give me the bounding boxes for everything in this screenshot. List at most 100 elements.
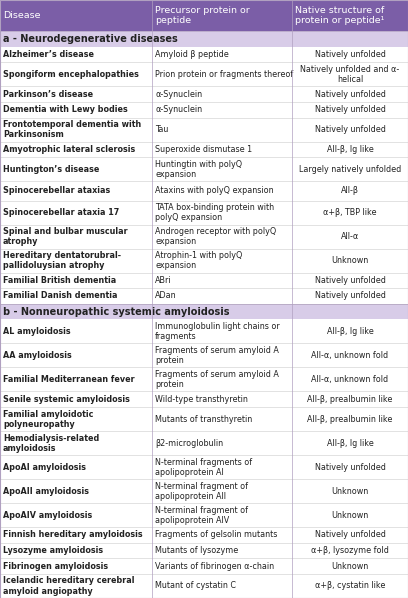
- Text: Spongiform encephalopathies: Spongiform encephalopathies: [3, 70, 139, 79]
- Bar: [0, 304, 408, 319]
- Text: Prion protein or fragments thereof: Prion protein or fragments thereof: [155, 70, 293, 79]
- Bar: [0, 407, 152, 431]
- Bar: [0, 479, 152, 503]
- Bar: [292, 157, 408, 181]
- Text: ApoAII amyloidosis: ApoAII amyloidosis: [3, 487, 89, 496]
- Text: Precursor protein or
peptide: Precursor protein or peptide: [155, 6, 250, 25]
- Bar: [152, 367, 292, 392]
- Text: Senile systemic amyloidosis: Senile systemic amyloidosis: [3, 395, 130, 404]
- Bar: [0, 574, 152, 598]
- Bar: [0, 0, 152, 31]
- Bar: [0, 181, 152, 200]
- Bar: [292, 47, 408, 62]
- Text: N-terminal fragment of
apolipoprotein AII: N-terminal fragment of apolipoprotein AI…: [155, 481, 248, 501]
- Text: Unknown: Unknown: [331, 562, 368, 570]
- Text: Natively unfolded: Natively unfolded: [315, 530, 386, 539]
- Bar: [292, 62, 408, 87]
- Text: TATA box-binding protein with
polyQ expansion: TATA box-binding protein with polyQ expa…: [155, 203, 274, 222]
- Bar: [152, 431, 292, 455]
- Text: ApoAI amyloidosis: ApoAI amyloidosis: [3, 463, 86, 472]
- Bar: [152, 574, 292, 598]
- Text: Androgen receptor with polyQ
expansion: Androgen receptor with polyQ expansion: [155, 227, 276, 246]
- Bar: [292, 367, 408, 392]
- Bar: [0, 455, 152, 479]
- Text: Huntingtin with polyQ
expansion: Huntingtin with polyQ expansion: [155, 160, 242, 179]
- Bar: [0, 87, 152, 102]
- Bar: [152, 0, 292, 31]
- Bar: [152, 225, 292, 249]
- Bar: [152, 455, 292, 479]
- Text: Spinocerebellar ataxia 17: Spinocerebellar ataxia 17: [3, 208, 119, 217]
- Text: Familial Danish dementia: Familial Danish dementia: [3, 291, 118, 301]
- Text: Amyloid β peptide: Amyloid β peptide: [155, 50, 229, 59]
- Bar: [292, 343, 408, 367]
- Bar: [292, 574, 408, 598]
- Text: Immunoglobulin light chains or
fragments: Immunoglobulin light chains or fragments: [155, 322, 280, 341]
- Text: All-α, unknown fold: All-α, unknown fold: [311, 351, 388, 360]
- Bar: [152, 479, 292, 503]
- Bar: [292, 319, 408, 343]
- Bar: [152, 392, 292, 407]
- Text: Hemodialysis-related
amyloidosis: Hemodialysis-related amyloidosis: [3, 434, 99, 453]
- Text: Atrophin-1 with polyQ
expansion: Atrophin-1 with polyQ expansion: [155, 251, 242, 270]
- Bar: [292, 543, 408, 559]
- Text: N-terminal fragments of
apolipoprotein AI: N-terminal fragments of apolipoprotein A…: [155, 457, 252, 477]
- Bar: [0, 249, 152, 273]
- Bar: [292, 0, 408, 31]
- Bar: [292, 225, 408, 249]
- Text: Huntington’s disease: Huntington’s disease: [3, 165, 100, 174]
- Bar: [0, 142, 152, 157]
- Text: Parkinson’s disease: Parkinson’s disease: [3, 90, 93, 99]
- Bar: [0, 225, 152, 249]
- Bar: [0, 543, 152, 559]
- Text: Familial British dementia: Familial British dementia: [3, 276, 116, 285]
- Bar: [0, 200, 152, 225]
- Bar: [152, 87, 292, 102]
- Text: Natively unfolded: Natively unfolded: [315, 90, 386, 99]
- Bar: [0, 47, 152, 62]
- Bar: [152, 102, 292, 118]
- Bar: [152, 62, 292, 87]
- Text: Wild-type transthyretin: Wild-type transthyretin: [155, 395, 248, 404]
- Bar: [292, 200, 408, 225]
- Text: α-Synuclein: α-Synuclein: [155, 90, 202, 99]
- Text: Natively unfolded: Natively unfolded: [315, 463, 386, 472]
- Text: Lysozyme amyloidosis: Lysozyme amyloidosis: [3, 546, 103, 555]
- Text: All-β: All-β: [341, 187, 359, 196]
- Text: Amyotrophic lateral sclerosis: Amyotrophic lateral sclerosis: [3, 145, 135, 154]
- Text: Fragments of serum amyloid A
protein: Fragments of serum amyloid A protein: [155, 370, 279, 389]
- Bar: [152, 559, 292, 574]
- Bar: [152, 273, 292, 288]
- Text: Natively unfolded: Natively unfolded: [315, 50, 386, 59]
- Text: Natively unfolded: Natively unfolded: [315, 291, 386, 301]
- Bar: [292, 559, 408, 574]
- Bar: [0, 31, 408, 47]
- Text: Alzheimer’s disease: Alzheimer’s disease: [3, 50, 94, 59]
- Text: Familial amyloidotic
polyneuropathy: Familial amyloidotic polyneuropathy: [3, 410, 93, 429]
- Bar: [152, 319, 292, 343]
- Text: All-β, Ig like: All-β, Ig like: [327, 145, 373, 154]
- Bar: [0, 343, 152, 367]
- Text: α+β, lysozyme fold: α+β, lysozyme fold: [311, 546, 389, 555]
- Bar: [0, 367, 152, 392]
- Bar: [0, 431, 152, 455]
- Text: α+β, TBP like: α+β, TBP like: [323, 208, 377, 217]
- Text: AA amyloidosis: AA amyloidosis: [3, 351, 72, 360]
- Bar: [0, 157, 152, 181]
- Bar: [152, 118, 292, 142]
- Text: Familial Mediterranean fever: Familial Mediterranean fever: [3, 375, 135, 384]
- Text: Ataxins with polyQ expansion: Ataxins with polyQ expansion: [155, 187, 274, 196]
- Bar: [152, 157, 292, 181]
- Bar: [292, 392, 408, 407]
- Bar: [0, 273, 152, 288]
- Bar: [292, 479, 408, 503]
- Bar: [0, 319, 152, 343]
- Bar: [152, 288, 292, 304]
- Text: All-α: All-α: [341, 232, 359, 241]
- Text: Mutants of transthyretin: Mutants of transthyretin: [155, 414, 252, 423]
- Text: Unknown: Unknown: [331, 256, 368, 265]
- Text: All-β, prealbumin like: All-β, prealbumin like: [307, 414, 392, 423]
- Bar: [0, 559, 152, 574]
- Bar: [0, 118, 152, 142]
- Bar: [292, 249, 408, 273]
